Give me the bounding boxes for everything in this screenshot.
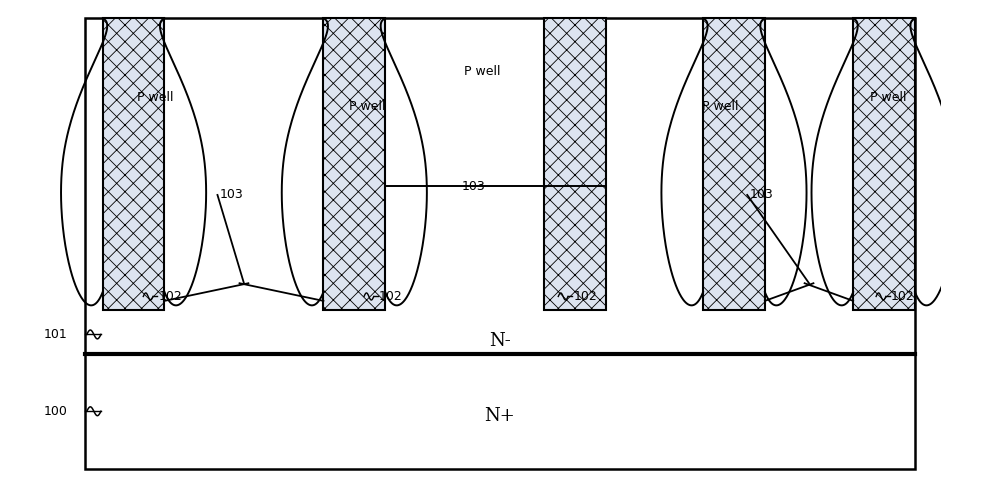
Bar (544, 19, 606, 310)
Bar (103, 19, 164, 310)
Bar (323, 19, 385, 310)
Text: 102: 102 (891, 290, 915, 303)
Bar (853, 19, 915, 310)
Text: N+: N+ (485, 407, 515, 425)
Text: 102: 102 (158, 290, 182, 303)
Text: 100: 100 (43, 405, 67, 418)
Text: 102: 102 (573, 290, 597, 303)
Text: P well: P well (349, 100, 386, 113)
Text: 103: 103 (750, 188, 774, 202)
Text: 102: 102 (379, 290, 403, 303)
Bar (703, 19, 765, 310)
Text: P well: P well (464, 65, 501, 78)
Text: P well: P well (137, 92, 174, 104)
Text: N-: N- (489, 332, 511, 350)
Text: P well: P well (702, 100, 739, 113)
Text: 101: 101 (44, 328, 67, 341)
Text: 103: 103 (220, 188, 244, 202)
Text: P well: P well (870, 92, 907, 104)
Text: 103: 103 (462, 180, 485, 193)
